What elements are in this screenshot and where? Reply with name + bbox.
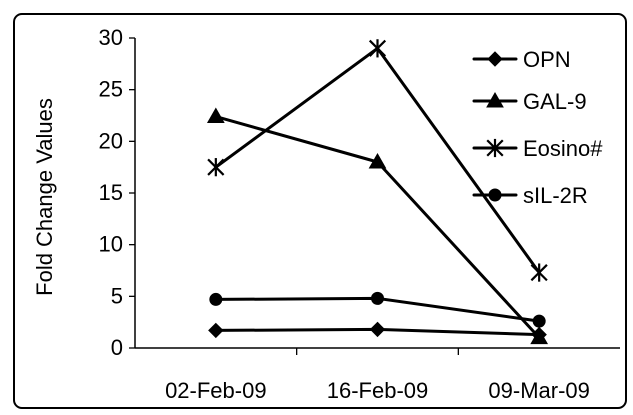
data-point-marker <box>206 107 225 124</box>
legend-label: GAL-9 <box>523 89 587 114</box>
data-point-marker <box>369 321 386 338</box>
data-point-marker <box>371 291 384 305</box>
data-point-marker <box>208 322 224 339</box>
x-tick-label: 02-Feb-09 <box>165 378 267 403</box>
axis-ticks: 0 5 10 15 20 25 30 02-Feb-09 16-Feb-09 09-Mar-09 <box>99 25 590 403</box>
legend: OPN GAL-9 Eosino# sIL-2R <box>472 47 603 208</box>
y-tick-label: 25 <box>99 77 123 102</box>
legend-item: GAL-9 <box>472 89 587 114</box>
legend-marker <box>486 138 504 158</box>
series-layer <box>206 39 549 345</box>
legend-item: OPN <box>472 47 571 72</box>
y-axis-label: Fold Change Values <box>32 98 57 296</box>
chart-frame <box>13 13 627 409</box>
data-point-marker <box>532 314 546 328</box>
data-point-marker <box>209 292 223 306</box>
legend-marker <box>487 51 503 67</box>
y-tick-label: 30 <box>99 25 123 50</box>
series-eosino <box>207 39 548 282</box>
legend-item: sIL-2R <box>472 183 588 208</box>
data-point-marker <box>530 328 549 345</box>
data-point-marker <box>368 39 387 58</box>
x-tick-label: 16-Feb-09 <box>327 378 429 403</box>
y-tick-label: 0 <box>111 335 123 360</box>
y-tick-label: 10 <box>99 232 123 257</box>
data-point-marker <box>368 152 387 169</box>
y-tick-label: 15 <box>99 180 123 205</box>
legend-marker <box>486 91 504 108</box>
data-point-marker <box>530 263 548 282</box>
series-sil-2r <box>209 291 546 328</box>
legend-label: sIL-2R <box>523 183 588 208</box>
legend-label: OPN <box>523 47 571 72</box>
x-tick-label: 09-Mar-09 <box>488 378 589 403</box>
legend-marker <box>488 188 502 202</box>
legend-label: Eosino# <box>523 136 603 161</box>
legend-item: Eosino# <box>472 136 603 161</box>
y-tick-label: 5 <box>111 283 123 308</box>
data-point-marker <box>207 158 225 177</box>
series-gal-9 <box>206 107 549 345</box>
y-tick-label: 20 <box>99 128 123 153</box>
